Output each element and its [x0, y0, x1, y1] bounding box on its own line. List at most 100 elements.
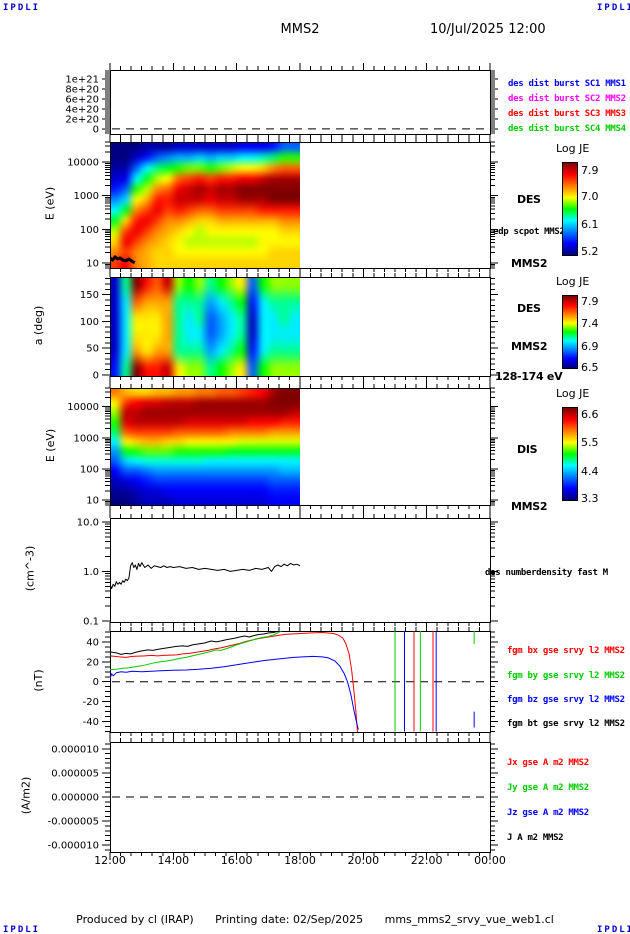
time-axis-label: 20:00 — [347, 854, 380, 867]
des-dist-burst-panel-right-label: des dist burst SC2 MMS2 — [508, 94, 626, 104]
des-energy-spectrogram-colorbar-tick: 7.0 — [581, 190, 599, 203]
des-number-density-panel-ytick: 10.0 — [77, 517, 99, 528]
des-energy-spectrogram-colorbar-tick: 5.2 — [581, 245, 599, 258]
des-energy-spectrogram-heatmap — [110, 142, 300, 268]
des-energy-spectrogram-ytick: 100 — [80, 225, 99, 236]
fgm-magnetic-field-panel-ytick: 20 — [86, 657, 99, 668]
des-dist-burst-panel-right-label: des dist burst SC1 MMS1 — [508, 79, 626, 89]
current-density-panel-right-label: J A m2 MMS2 — [507, 833, 564, 843]
des-pitch-angle-spectrogram-ytick: 150 — [80, 290, 99, 301]
current-density-panel: 0.000010 0.000005 0.000000 -0.000005 -0.0000… — [48, 735, 498, 859]
des-pitch-angle-spectrogram-colorbar-tick: 7.9 — [581, 295, 599, 308]
dis-energy-spectrogram-ytick: 10000 — [67, 402, 99, 413]
footer-produced-by: Produced by cl (IRAP) — [76, 913, 194, 926]
fgm-magnetic-field-panel-right-label: fgm bz gse srvy l2 MMS2 — [507, 695, 625, 705]
time-axis-label: 18:00 — [284, 854, 316, 867]
des-pitch-angle-spectrogram-right-label: MMS2 — [511, 340, 548, 353]
des-pitch-angle-spectrogram-heatmap — [110, 277, 300, 376]
des-dist-burst-panel-right-label: des dist burst SC4 MMS4 — [508, 124, 626, 134]
fgm-magnetic-field-panel-right-label: fgm by gse srvy l2 MMS2 — [507, 671, 625, 681]
dis-energy-spectrogram-ytick: 100 — [80, 465, 99, 476]
des-pitch-angle-spectrogram-colorbar-tick: 6.5 — [581, 361, 599, 374]
current-density-panel-ytick: -0.000010 — [48, 841, 99, 852]
time-axis-label: 16:00 — [220, 854, 253, 867]
footer: Produced by cl (IRAP) Printing date: 02/… — [0, 913, 630, 926]
logo-top-right: IPDLI — [597, 3, 630, 13]
dis-energy-spectrogram-colorbar-tick: 6.6 — [581, 408, 599, 421]
current-density-panel-ytick: 0.000000 — [51, 793, 99, 804]
fgm-magnetic-field-panel-ytick: -40 — [83, 717, 99, 728]
des-pitch-angle-spectrogram-colorbar-title: Log JE — [556, 275, 590, 288]
start-datetime: 10/Jul/2025 12:00 — [430, 22, 546, 37]
dis-energy-spectrogram-ytick: 10 — [86, 496, 99, 507]
des-numberdensity-trace — [110, 562, 301, 590]
dis-energy-spectrogram-ytick: 1000 — [74, 433, 99, 444]
des-pitch-angle-spectrogram-ytick: 50 — [86, 344, 99, 355]
fgm-magnetic-field-panel-ytick: 40 — [86, 637, 99, 648]
fgm-magnetic-field-panel: 40 20 0 -20 -40 — [83, 624, 498, 739]
des-energy-spectrogram-ytick: 1000 — [74, 191, 99, 202]
des-dist-burst-panel-right-label: des dist burst SC3 MMS3 — [508, 109, 626, 119]
dis-energy-spectrogram-heatmap — [110, 388, 300, 505]
time-axis-label: 22:00 — [410, 854, 443, 867]
dis-energy-spectrogram-right-label: DIS — [517, 443, 538, 456]
des-energy-spectrogram-ytick: 10 — [86, 258, 99, 269]
footer-filename: mms_mms2_srvy_vue_web1.cl — [384, 913, 554, 926]
des-dist-burst-panel-ytick: 2e+20 — [65, 114, 99, 125]
dis-energy-spectrogram: 10000 1000 100 10 — [67, 381, 498, 512]
des-number-density-panel-right-label: des numberdensity fast M — [485, 568, 608, 578]
des-dist-burst-panel-ytick: 1e+21 — [65, 74, 99, 85]
current-density-panel-right-label: Jx gse A m2 MMS2 — [507, 758, 589, 768]
current-density-panel-ytick: 0.000005 — [51, 768, 99, 779]
des-pitch-angle-spectrogram-right-label: DES — [517, 302, 541, 315]
des-pitch-angle-spectrogram-ytick: 100 — [80, 317, 99, 328]
des-dist-burst-panel-ytick: 8e+20 — [65, 84, 99, 95]
logo-top-left: IPDLI — [3, 3, 41, 13]
des-number-density-panel: 10.0 1.0 0.1 — [77, 511, 498, 629]
des-energy-spectrogram-colorbar-tick: 7.9 — [581, 164, 599, 177]
fgm-bx-trace — [110, 632, 358, 732]
des-number-density-panel-ytick: 1.0 — [83, 567, 99, 578]
des-pitch-angle-spectrogram-colorbar-tick: 6.9 — [581, 340, 599, 353]
fgm-magnetic-field-panel-ytick: 0 — [93, 677, 99, 688]
current-density-panel-right-label: Jz gse A m2 MMS2 — [507, 808, 589, 818]
des-pitch-angle-spectrogram-colorbar — [562, 295, 578, 369]
des-energy-spectrogram-ytick: 10000 — [67, 158, 99, 169]
time-axis-label: 12:00 — [94, 854, 126, 867]
des-energy-spectrogram-right-label: MMS2 — [511, 257, 548, 270]
des-pitch-angle-spectrogram-colorbar-tick: 7.4 — [581, 317, 599, 330]
des-dist-burst-panel-ytick: 0 — [93, 124, 99, 135]
dis-energy-spectrogram-right-label: MMS2 — [511, 500, 548, 513]
fgm-magnetic-field-panel-right-label: fgm bt gse srvy l2 MMS2 — [507, 719, 625, 729]
dis-energy-spectrogram-colorbar-tick: 4.4 — [581, 465, 599, 478]
des-energy-spectrogram-right-label: edp scpot MMS2 — [493, 227, 565, 237]
des-pitch-angle-spectrogram-right-label: 128-174 eV — [495, 370, 563, 383]
current-density-panel-right-label: Jy gse A m2 MMS2 — [507, 783, 589, 793]
logo-bottom-right: IPDLI — [597, 925, 630, 934]
des-energy-spectrogram-colorbar-tick: 6.1 — [581, 218, 599, 231]
des-dist-burst-panel-ytick: 6e+20 — [65, 94, 99, 105]
time-axis-label: 00:00 — [474, 854, 506, 867]
des-number-density-panel-ytick: 0.1 — [83, 616, 99, 627]
des-energy-spectrogram-right-label: DES — [517, 193, 541, 206]
current-density-panel-ytick: -0.000005 — [48, 817, 99, 828]
dis-energy-spectrogram-colorbar-tick: 5.5 — [581, 436, 599, 449]
fgm-magnetic-field-panel-ytick: -20 — [83, 697, 99, 708]
des-pitch-angle-spectrogram-ytick: 0 — [93, 370, 99, 381]
des-energy-spectrogram-colorbar — [562, 162, 578, 256]
dis-energy-spectrogram-colorbar — [562, 407, 578, 501]
fgm-bt-trace — [110, 631, 282, 655]
fgm-bz-trace — [110, 655, 359, 730]
dis-energy-spectrogram-colorbar-tick: 3.3 — [581, 492, 599, 505]
dis-energy-spectrogram-colorbar-title: Log JE — [556, 387, 590, 400]
des-dist-burst-panel-ytick: 4e+20 — [65, 104, 99, 115]
footer-printing-date: Printing date: 02/Sep/2025 — [215, 913, 364, 926]
des-energy-spectrogram-colorbar-title: Log JE — [556, 142, 590, 155]
des-energy-spectrogram: 10000 1000 100 10 — [67, 135, 498, 275]
current-density-panel-ytick: 0.000010 — [51, 744, 99, 755]
des-pitch-angle-spectrogram: 150 100 50 0 — [80, 270, 498, 383]
page-title: MMS2 — [280, 22, 320, 37]
